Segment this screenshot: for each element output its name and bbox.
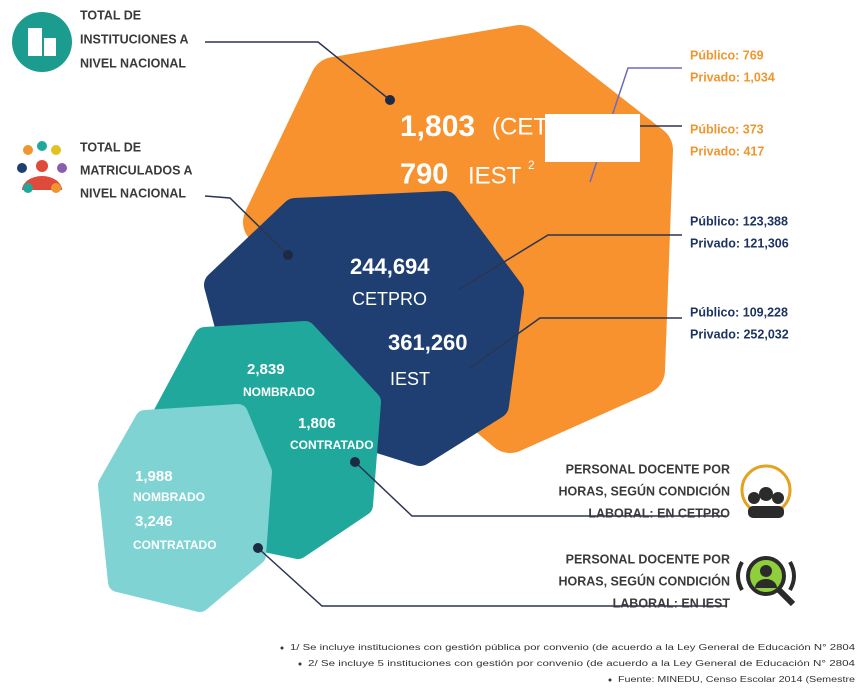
section-label: HORAS, SEGÚN CONDICIÓN xyxy=(558,573,730,588)
iest-appointed: 1,988 xyxy=(135,468,173,485)
cetpro-contracted-label: CONTRATADO xyxy=(290,438,374,452)
section-label: MATRICULADOS A xyxy=(80,163,193,177)
connector xyxy=(469,317,682,369)
footnote: 2/ Se incluye 5 instituciones con gestió… xyxy=(308,659,856,668)
breakdown: Privado: 252,032 xyxy=(690,327,789,341)
building-icon xyxy=(28,28,42,56)
section-label: INSTITUCIONES A xyxy=(80,32,189,46)
institutions-iest-name: IEST xyxy=(468,162,522,189)
enrolled-cetpro-total: 244,694 xyxy=(350,254,430,279)
iest-appointed-label: NOMBRADO xyxy=(133,490,205,504)
light-teal-blob xyxy=(98,404,272,612)
search-person-icon xyxy=(736,556,796,607)
connector xyxy=(205,41,391,101)
breakdown: Público: 373 xyxy=(690,122,764,136)
connector-dot xyxy=(385,95,395,105)
section-label: HORAS, SEGÚN CONDICIÓN xyxy=(558,483,730,498)
building-icon xyxy=(44,38,56,56)
connector-dot xyxy=(350,457,360,467)
cetpro-appointed: 2,839 xyxy=(247,361,285,378)
institutions-iest-total: 790 xyxy=(400,159,448,191)
bullet xyxy=(608,678,612,682)
iest-contracted-label: CONTRATADO xyxy=(133,538,217,552)
section-label: LABORAL: EN IEST xyxy=(613,596,731,610)
institutions-cetpro-total: 1,803 xyxy=(400,110,475,143)
connector xyxy=(257,547,726,607)
section-label: NIVEL NACIONAL xyxy=(80,56,186,70)
cetpro-appointed-label: NOMBRADO xyxy=(243,385,315,399)
breakdown: Público: 123,388 xyxy=(690,214,788,228)
redaction-box xyxy=(545,114,640,162)
enrolled-cetpro-name: CETPRO xyxy=(352,289,427,309)
section-label: PERSONAL DOCENTE POR xyxy=(566,552,730,566)
globe-people-icon xyxy=(740,464,792,518)
section-label: LABORAL: EN CETPRO xyxy=(588,506,730,520)
section-label: TOTAL DE xyxy=(80,8,141,22)
breakdown: Público: 769 xyxy=(690,48,764,62)
breakdown: Privado: 121,306 xyxy=(690,236,789,250)
section-label: NIVEL NACIONAL xyxy=(80,186,186,200)
connector xyxy=(204,195,289,256)
iest-contracted: 3,246 xyxy=(135,513,173,530)
enrolled-iest-name: IEST xyxy=(390,369,430,389)
connector xyxy=(457,234,682,291)
connector-dot xyxy=(253,543,263,553)
connector xyxy=(354,461,726,517)
people-icon xyxy=(17,141,67,193)
footnote-ref: 2 xyxy=(528,158,535,172)
section-label: PERSONAL DOCENTE POR xyxy=(566,462,730,476)
bullet xyxy=(298,662,302,666)
footnote: 1/ Se incluye instituciones con gestión … xyxy=(290,643,856,652)
footnote: Fuente: MINEDU, Censo Escolar 2014 (Seme… xyxy=(618,675,856,684)
breakdown: Privado: 1,034 xyxy=(690,70,775,84)
breakdown: Público: 109,228 xyxy=(690,305,788,319)
connector-dot xyxy=(283,250,293,260)
cetpro-contracted: 1,806 xyxy=(298,415,336,432)
bullet xyxy=(280,646,284,650)
section-label: TOTAL DE xyxy=(80,140,141,154)
enrolled-iest-total: 361,260 xyxy=(388,330,468,355)
breakdown: Privado: 417 xyxy=(690,144,764,158)
